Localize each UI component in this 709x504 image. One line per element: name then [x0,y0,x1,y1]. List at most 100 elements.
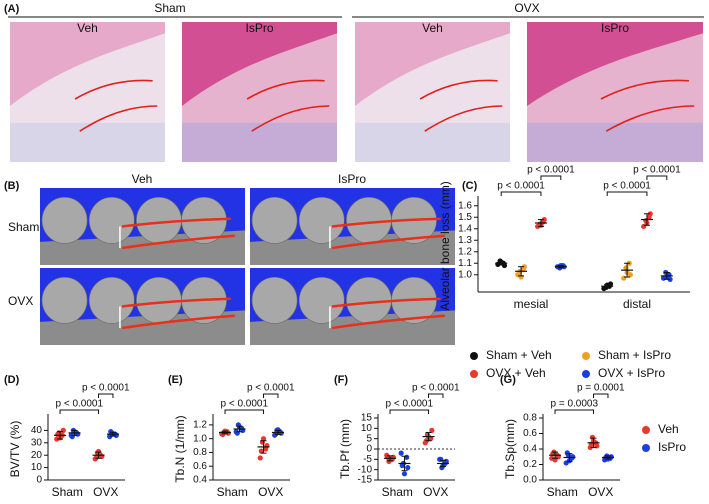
bone-line [121,217,231,228]
column-label: Veh [132,172,153,186]
data-point [401,471,408,477]
y-tick-label: -15 [358,475,373,486]
x-tick-label: OVX [93,485,118,499]
y-tick-label: 1.0 [458,269,472,280]
y-tick-label: 5 [366,433,372,444]
data-point [647,211,653,217]
y-tick-label: 20 [31,450,43,461]
ct-tooth [251,276,298,324]
data-point [399,462,405,469]
data-point [405,465,411,471]
column-label: IsPro [601,21,629,35]
y-tick-label: 1.4 [458,223,472,234]
tooth [527,22,703,106]
annotation: p < 0.0001 [386,399,434,410]
y-tick-label: 0.6 [193,461,207,472]
y-tick-label: 1.2 [458,246,472,257]
data-point [398,450,404,456]
bone-line [74,79,153,100]
bone-line [605,105,695,132]
group-label: OVX [514,1,539,15]
y-tick-label: 0.0 [523,475,537,486]
bracket [540,175,562,180]
bone-line [121,314,235,330]
bone-line [246,79,325,100]
y-tick-label: 0.8 [193,447,207,458]
annotation: p < 0.0001 [82,383,130,394]
y-tick-label: -10 [358,464,373,475]
bracket [593,393,609,398]
x-tick-label: Sham [217,485,248,499]
bone-line [331,234,445,250]
data-point [501,262,508,269]
y-axis-title: Tb.Pf (mm) [338,419,352,479]
column-label: IsPro [338,172,366,186]
legend-label: IsPro [658,440,686,454]
panel-label: (F) [334,374,348,386]
x-tick-label: distal [623,297,651,311]
panel-label: (E) [168,374,183,386]
panel-label: (C) [462,180,478,192]
row-label: OVX [8,294,33,308]
ct-tooth [298,196,345,244]
annotation: p < 0.0001 [497,181,545,192]
bracket [224,409,265,414]
bone-line [79,105,158,132]
annotation: p < 0.0001 [527,165,575,176]
data-point [521,264,527,270]
y-tick-label: 1.0 [193,433,207,444]
data-point [275,427,281,433]
y-tick-label: 10 [31,462,43,473]
annotation: p < 0.0001 [633,165,681,176]
legend-label: Sham + IsPro [598,348,671,362]
ct-tooth [88,196,135,244]
panel-label: (G) [500,374,516,386]
y-tick-label: 10 [361,423,373,434]
marrow [182,122,337,162]
y-axis-title: Tb.Sp(mm) [503,419,517,479]
x-tick-label: OVX [258,485,283,499]
data-point [257,455,263,461]
x-tick-label: Sham [52,485,83,499]
y-tick-label: 1.2 [193,420,207,431]
data-point [60,427,66,433]
y-tick-label: 1.3 [458,235,472,246]
column-label: Veh [422,21,443,35]
legend-swatch [582,352,590,360]
data-point [260,436,267,442]
tooth [10,22,165,106]
legend-label: OVX + IsPro [598,366,665,380]
ct-tooth [41,276,88,324]
bone-line [331,217,441,228]
legend-label: OVX + Veh [486,366,546,380]
x-tick-label: Sham [547,485,578,499]
y-tick-label: 40 [31,425,43,436]
legend-label: Veh [658,422,679,436]
bone-line [419,79,498,100]
data-point [258,448,264,454]
bone-line [251,105,330,132]
bracket [646,175,668,180]
ct-tooth [298,276,345,324]
data-point [541,216,547,223]
bone-line [121,234,235,250]
bracket [554,409,595,414]
row-label: Sham [8,220,39,234]
data-point [95,448,102,455]
legend-swatch [642,444,650,452]
bone-line [331,297,441,308]
y-tick-label: 1.5 [458,212,472,223]
bracket [606,191,648,196]
annotation: p = 0.0003 [551,399,599,410]
data-point [429,427,435,433]
y-tick-label: 30 [31,437,43,448]
panel-label: (D) [4,374,20,386]
legend-label: Sham + Veh [486,348,552,362]
bracket [59,409,100,414]
bracket [263,393,279,398]
annotation: p < 0.0001 [412,383,460,394]
bracket [98,393,114,398]
x-tick-label: OVX [588,485,613,499]
bracket [428,393,444,398]
